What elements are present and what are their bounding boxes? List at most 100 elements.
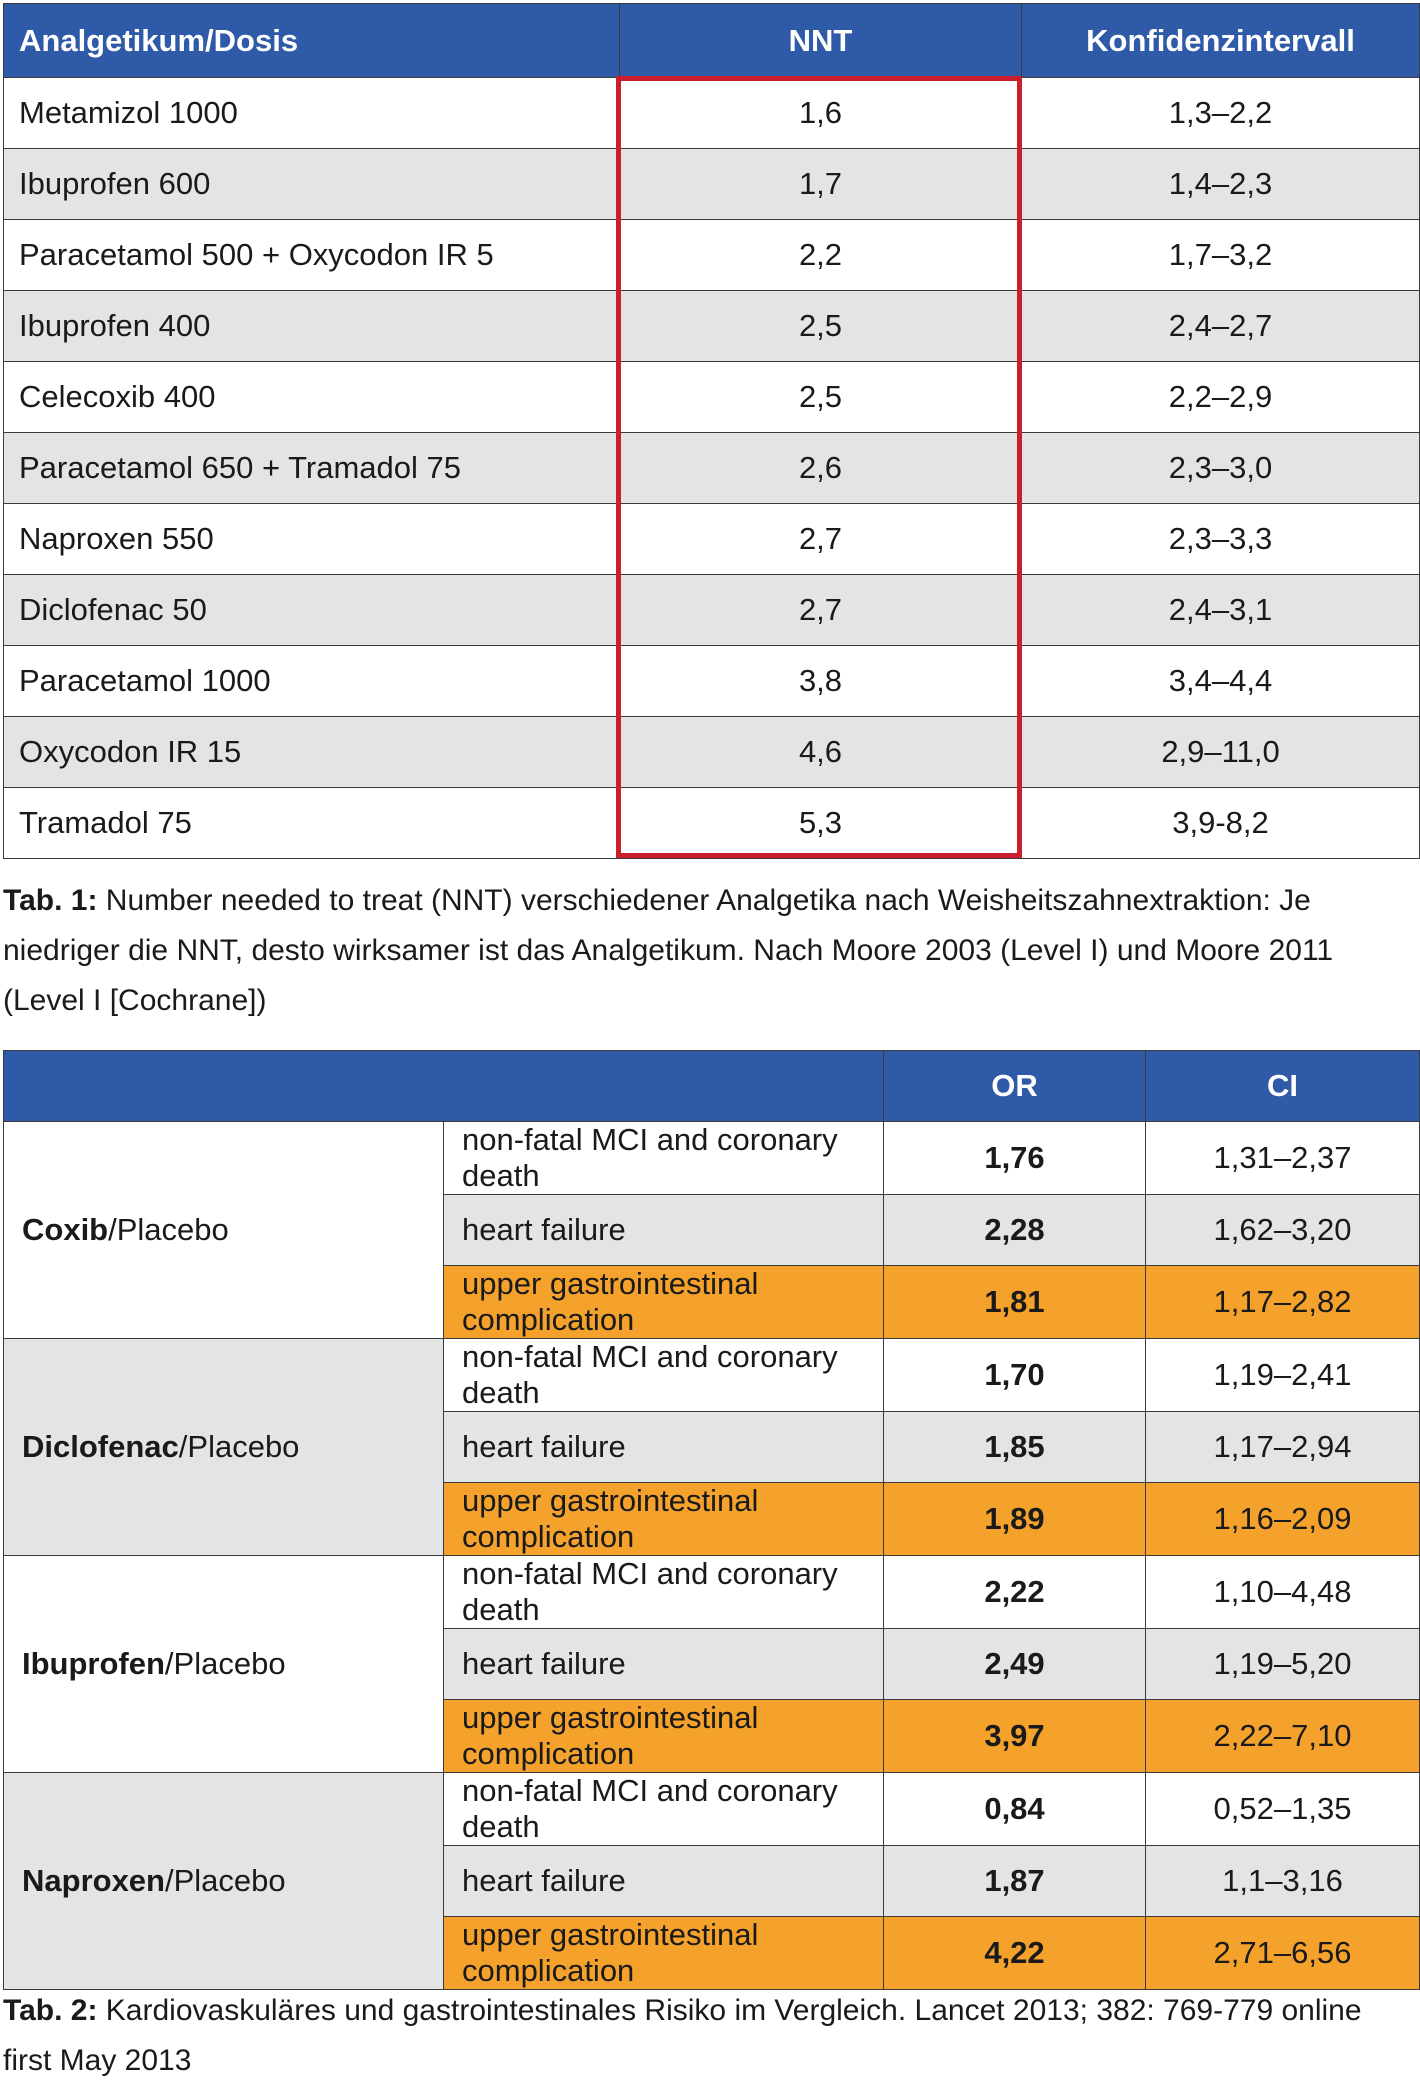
table-row: Tramadol 75 5,3 3,9-8,2 bbox=[3, 787, 1420, 859]
nnt-cell: 2,2 bbox=[619, 219, 1022, 291]
group-suffix: /Placebo bbox=[178, 1429, 300, 1464]
table1-caption-text: Number needed to treat (NNT) verschieden… bbox=[3, 884, 1334, 1017]
drug-cell: Tramadol 75 bbox=[3, 787, 620, 859]
ci-cell: 2,3–3,3 bbox=[1021, 503, 1420, 575]
comparison-group-cell: Ibuprofen/Placebo bbox=[3, 1555, 444, 1773]
nnt-cell: 2,7 bbox=[619, 503, 1022, 575]
group-drug-name: Coxib bbox=[22, 1212, 109, 1247]
or-cell: 1,76 bbox=[883, 1121, 1146, 1195]
ci-cell: 1,3–2,2 bbox=[1021, 77, 1420, 149]
nnt-cell: 2,6 bbox=[619, 432, 1022, 504]
endpoint-cell: non-fatal MCI and coronary death bbox=[443, 1338, 884, 1412]
endpoint-cell: non-fatal MCI and coronary death bbox=[443, 1121, 884, 1195]
header-konfidenzintervall: Konfidenzintervall bbox=[1021, 3, 1420, 78]
group-drug-name: Ibuprofen bbox=[22, 1646, 165, 1681]
drug-cell: Ibuprofen 400 bbox=[3, 290, 620, 362]
or-cell: 3,97 bbox=[883, 1699, 1146, 1773]
ci-cell: 2,9–11,0 bbox=[1021, 716, 1420, 788]
drug-cell: Paracetamol 650 + Tramadol 75 bbox=[3, 432, 620, 504]
ci-cell: 1,1–3,16 bbox=[1145, 1845, 1420, 1917]
or-cell: 2,49 bbox=[883, 1628, 1146, 1700]
drug-cell: Celecoxib 400 bbox=[3, 361, 620, 433]
table2-caption-label: Tab. 2: bbox=[3, 1994, 98, 2027]
or-cell: 2,28 bbox=[883, 1194, 1146, 1266]
or-cell: 1,87 bbox=[883, 1845, 1146, 1917]
ci-cell: 1,31–2,37 bbox=[1145, 1121, 1420, 1195]
nnt-table-header-row: Analgetikum/Dosis NNT Konfidenzintervall bbox=[3, 3, 1420, 78]
drug-cell: Paracetamol 1000 bbox=[3, 645, 620, 717]
or-cell: 1,81 bbox=[883, 1265, 1146, 1339]
table-row: Diclofenac 50 2,7 2,4–3,1 bbox=[3, 574, 1420, 646]
group-suffix: /Placebo bbox=[164, 1646, 286, 1681]
header-analgetikum: Analgetikum/Dosis bbox=[3, 3, 620, 78]
nnt-cell: 2,5 bbox=[619, 290, 1022, 362]
ci-cell: 2,22–7,10 bbox=[1145, 1699, 1420, 1773]
header-nnt: NNT bbox=[619, 3, 1022, 78]
or-cell: 1,85 bbox=[883, 1411, 1146, 1483]
table-row: Oxycodon IR 15 4,6 2,9–11,0 bbox=[3, 716, 1420, 788]
ci-cell: 1,10–4,48 bbox=[1145, 1555, 1420, 1629]
risk-table-header-row: OR CI bbox=[3, 1050, 1420, 1122]
table-row: heart failure 1,85 1,17–2,94 bbox=[4, 1411, 1420, 1483]
table1-caption: Tab. 1: Number needed to treat (NNT) ver… bbox=[3, 876, 1413, 1026]
or-cell: 2,22 bbox=[883, 1555, 1146, 1629]
ci-cell: 1,7–3,2 bbox=[1021, 219, 1420, 291]
endpoint-cell: upper gastrointestinal complication bbox=[443, 1699, 884, 1773]
table-row: upper gastrointestinal complication 3,97 2… bbox=[4, 1699, 1420, 1773]
nnt-cell: 2,5 bbox=[619, 361, 1022, 433]
ci-cell: 2,4–2,7 bbox=[1021, 290, 1420, 362]
drug-cell: Paracetamol 500 + Oxycodon IR 5 bbox=[3, 219, 620, 291]
drug-cell: Naproxen 550 bbox=[3, 503, 620, 575]
ci-cell: 1,19–2,41 bbox=[1145, 1338, 1420, 1412]
endpoint-cell: heart failure bbox=[443, 1411, 884, 1483]
table-row: upper gastrointestinal complication 1,81 1… bbox=[4, 1265, 1420, 1339]
ci-cell: 0,52–1,35 bbox=[1145, 1772, 1420, 1846]
table-row: Diclofenac/Placebo non-fatal MCI and coro… bbox=[3, 1338, 1420, 1556]
endpoint-cell: upper gastrointestinal complication bbox=[443, 1482, 884, 1556]
header-or: OR bbox=[883, 1050, 1146, 1122]
ci-cell: 1,4–2,3 bbox=[1021, 148, 1420, 220]
table-row: Ibuprofen/Placebo non-fatal MCI and coron… bbox=[3, 1555, 1420, 1773]
or-cell: 4,22 bbox=[883, 1916, 1146, 1990]
ci-cell: 2,71–6,56 bbox=[1145, 1916, 1420, 1990]
header-blank bbox=[3, 1050, 884, 1122]
table-row: Coxib/Placebo non-fatal MCI and coronary … bbox=[3, 1121, 1420, 1339]
table-row: Metamizol 1000 1,6 1,3–2,2 bbox=[3, 77, 1420, 149]
ci-cell: 1,19–5,20 bbox=[1145, 1628, 1420, 1700]
endpoint-cell: heart failure bbox=[443, 1194, 884, 1266]
table1-caption-label: Tab. 1: bbox=[3, 884, 98, 917]
nnt-table: Analgetikum/Dosis NNT Konfidenzintervall… bbox=[3, 3, 1420, 859]
group-suffix: /Placebo bbox=[164, 1863, 286, 1898]
ci-cell: 3,9-8,2 bbox=[1021, 787, 1420, 859]
group-drug-name: Naproxen bbox=[22, 1863, 165, 1898]
table-row: Naproxen 550 2,7 2,3–3,3 bbox=[3, 503, 1420, 575]
nnt-cell: 1,6 bbox=[619, 77, 1022, 149]
endpoint-cell: heart failure bbox=[443, 1845, 884, 1917]
endpoint-cell: heart failure bbox=[443, 1628, 884, 1700]
drug-cell: Ibuprofen 600 bbox=[3, 148, 620, 220]
endpoint-cell: upper gastrointestinal complication bbox=[443, 1916, 884, 1990]
endpoint-cell: upper gastrointestinal complication bbox=[443, 1265, 884, 1339]
table2-caption-text: Kardiovaskuläres und gastrointestinales … bbox=[3, 1994, 1362, 2077]
comparison-group-cell: Diclofenac/Placebo bbox=[3, 1338, 444, 1556]
group-suffix: /Placebo bbox=[108, 1212, 229, 1247]
drug-cell: Metamizol 1000 bbox=[3, 77, 620, 149]
table-row: Celecoxib 400 2,5 2,2–2,9 bbox=[3, 361, 1420, 433]
risk-table: OR CI Coxib/Placebo non-fatal MCI and cor… bbox=[3, 1050, 1420, 1990]
table2-caption: Tab. 2: Kardiovaskuläres und gastrointes… bbox=[3, 1986, 1413, 2086]
drug-cell: Oxycodon IR 15 bbox=[3, 716, 620, 788]
table-row: Paracetamol 1000 3,8 3,4–4,4 bbox=[3, 645, 1420, 717]
group-drug-name: Diclofenac bbox=[22, 1429, 179, 1464]
nnt-cell: 5,3 bbox=[619, 787, 1022, 859]
ci-cell: 2,4–3,1 bbox=[1021, 574, 1420, 646]
nnt-cell: 4,6 bbox=[619, 716, 1022, 788]
table-row: heart failure 2,49 1,19–5,20 bbox=[4, 1628, 1420, 1700]
table-row: Paracetamol 500 + Oxycodon IR 5 2,2 1,7–3,… bbox=[3, 219, 1420, 291]
drug-cell: Diclofenac 50 bbox=[3, 574, 620, 646]
table-row: Ibuprofen 600 1,7 1,4–2,3 bbox=[3, 148, 1420, 220]
comparison-group-cell: Naproxen/Placebo bbox=[3, 1772, 444, 1990]
or-cell: 1,89 bbox=[883, 1482, 1146, 1556]
table-row: Paracetamol 650 + Tramadol 75 2,6 2,3–3,0 bbox=[3, 432, 1420, 504]
ci-cell: 1,17–2,82 bbox=[1145, 1265, 1420, 1339]
ci-cell: 2,3–3,0 bbox=[1021, 432, 1420, 504]
